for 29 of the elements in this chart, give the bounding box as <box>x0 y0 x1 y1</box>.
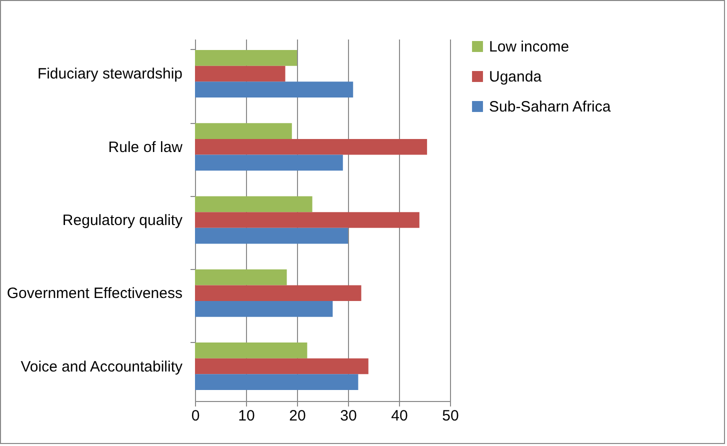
x-tick-label: 40 <box>391 408 408 424</box>
x-tick-label: 50 <box>442 408 459 424</box>
legend-label: Sub-Saharn Africa <box>489 98 612 116</box>
bar <box>195 228 348 244</box>
bar <box>195 154 343 171</box>
bar <box>195 301 333 317</box>
y-tick-label: Government Effectiveness <box>6 285 182 302</box>
y-tick-label: Voice and Accountability <box>20 358 183 376</box>
bar <box>195 342 308 358</box>
bar <box>195 196 312 212</box>
x-tick-label: 20 <box>289 408 306 424</box>
y-tick-label: Fiduciary stewardship <box>37 66 182 83</box>
bar <box>195 66 286 82</box>
bar <box>195 285 362 302</box>
bar <box>195 269 287 286</box>
bar <box>195 123 292 139</box>
y-tick-label: Rule of law <box>108 138 183 156</box>
bar <box>195 50 297 66</box>
y-tick-label: Regulatory quality <box>62 212 183 229</box>
legend-label: Uganda <box>489 68 542 86</box>
bar <box>195 358 368 374</box>
legend-label: Low income <box>489 38 570 56</box>
x-tick-label: 10 <box>238 408 255 424</box>
bar <box>195 138 428 155</box>
x-tick-label: 30 <box>340 408 357 424</box>
bar <box>195 212 420 228</box>
x-tick-label: 0 <box>191 408 200 424</box>
bar <box>195 82 354 98</box>
bar <box>195 374 358 390</box>
